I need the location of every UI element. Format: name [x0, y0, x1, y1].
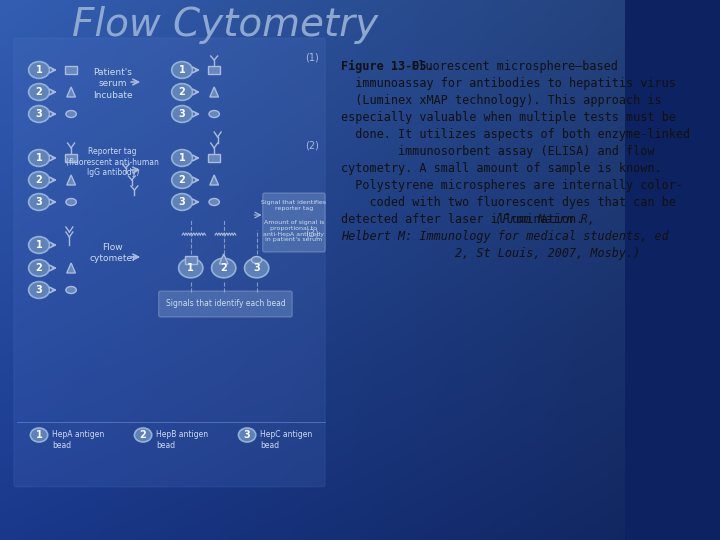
Text: 1: 1: [36, 153, 42, 163]
Text: HepB antigen
bead: HepB antigen bead: [156, 430, 208, 450]
Text: 3: 3: [179, 109, 186, 119]
Text: 3: 3: [36, 285, 42, 295]
Ellipse shape: [171, 194, 192, 211]
Ellipse shape: [238, 428, 256, 442]
Text: Helbert M: Immunology for medical students, ed: Helbert M: Immunology for medical studen…: [341, 230, 668, 243]
Text: Fluorescent microsphere–based: Fluorescent microsphere–based: [397, 60, 618, 73]
Text: (2): (2): [305, 140, 319, 150]
Text: immunoassay for antibodies to hepatitis virus: immunoassay for antibodies to hepatitis …: [341, 77, 675, 90]
Text: 3: 3: [36, 197, 42, 207]
Text: 1: 1: [36, 65, 42, 75]
Polygon shape: [210, 175, 218, 185]
Text: Flow Cytometry: Flow Cytometry: [73, 6, 379, 44]
Text: Signals that identify each bead: Signals that identify each bead: [166, 300, 285, 308]
Text: 1: 1: [179, 65, 186, 75]
Ellipse shape: [171, 62, 192, 78]
Bar: [185, 256, 197, 264]
Text: immunosorbent assay (ELISA) and flow: immunosorbent assay (ELISA) and flow: [341, 145, 654, 158]
Ellipse shape: [29, 62, 50, 78]
Ellipse shape: [66, 287, 76, 294]
Text: Signal that identifies
reporter tag: Signal that identifies reporter tag: [261, 200, 326, 211]
Ellipse shape: [251, 256, 262, 264]
Text: 2: 2: [140, 430, 146, 440]
Text: (From Nairn R,: (From Nairn R,: [488, 213, 595, 226]
Polygon shape: [67, 263, 76, 273]
Ellipse shape: [179, 258, 203, 278]
Polygon shape: [67, 175, 76, 185]
Text: done. It utilizes aspects of both enzyme-linked: done. It utilizes aspects of both enzyme…: [341, 128, 690, 141]
Text: 3: 3: [253, 263, 260, 273]
Bar: [65, 154, 77, 162]
Ellipse shape: [29, 194, 50, 211]
Text: 2: 2: [36, 263, 42, 273]
Text: 1: 1: [36, 430, 42, 440]
Ellipse shape: [29, 237, 50, 253]
Text: HepA antigen
bead: HepA antigen bead: [52, 430, 104, 450]
Bar: [65, 66, 77, 74]
FancyBboxPatch shape: [14, 38, 325, 487]
Text: 3: 3: [244, 430, 251, 440]
FancyBboxPatch shape: [263, 193, 325, 252]
Text: especially valuable when multiple tests must be: especially valuable when multiple tests …: [341, 111, 675, 124]
Text: Patient's
serum: Patient's serum: [94, 68, 132, 87]
FancyBboxPatch shape: [158, 291, 292, 317]
Ellipse shape: [171, 172, 192, 188]
Ellipse shape: [29, 150, 50, 166]
Text: cytometry. A small amount of sample is known.: cytometry. A small amount of sample is k…: [341, 162, 662, 175]
Ellipse shape: [212, 258, 236, 278]
Polygon shape: [220, 254, 228, 264]
Ellipse shape: [245, 258, 269, 278]
Ellipse shape: [66, 199, 76, 206]
Ellipse shape: [29, 84, 50, 100]
Ellipse shape: [66, 111, 76, 118]
Text: 1: 1: [179, 153, 186, 163]
Ellipse shape: [171, 106, 192, 123]
Polygon shape: [67, 87, 76, 97]
Bar: [208, 66, 220, 74]
Text: Incubate: Incubate: [93, 91, 132, 99]
Text: 2: 2: [179, 175, 186, 185]
Text: 3: 3: [36, 109, 42, 119]
Text: 2: 2: [36, 87, 42, 97]
Text: 2: 2: [179, 87, 186, 97]
Text: (3): (3): [305, 228, 319, 238]
Text: (Luminex xMAP technology). This approach is: (Luminex xMAP technology). This approach…: [341, 94, 662, 107]
Text: 3: 3: [179, 197, 186, 207]
Ellipse shape: [29, 106, 50, 123]
Text: 2: 2: [36, 175, 42, 185]
Text: detected after laser illumination.: detected after laser illumination.: [341, 213, 583, 226]
Polygon shape: [210, 87, 218, 97]
Ellipse shape: [29, 281, 50, 299]
Ellipse shape: [171, 150, 192, 166]
Text: Amount of signal is
proportional to
anti-HepA antibody
in patient's serum: Amount of signal is proportional to anti…: [264, 220, 325, 242]
Text: 2: 2: [220, 263, 227, 273]
Ellipse shape: [209, 111, 220, 118]
Bar: [208, 154, 220, 162]
Ellipse shape: [29, 172, 50, 188]
Text: 1: 1: [187, 263, 194, 273]
Ellipse shape: [135, 428, 152, 442]
Ellipse shape: [30, 428, 48, 442]
Text: (1): (1): [305, 52, 319, 62]
Ellipse shape: [171, 84, 192, 100]
Text: coded with two fluorescent dyes that can be: coded with two fluorescent dyes that can…: [341, 196, 675, 209]
Text: Reporter tag
(fluorescent anti-human
IgG antibody): Reporter tag (fluorescent anti-human IgG…: [66, 147, 159, 177]
Text: Figure 13-05.: Figure 13-05.: [341, 60, 433, 73]
Text: Polystyrene microspheres are internally color-: Polystyrene microspheres are internally …: [341, 179, 683, 192]
Text: 2, St Louis, 2007, Mosby.): 2, St Louis, 2007, Mosby.): [341, 247, 640, 260]
Text: HepC antigen
bead: HepC antigen bead: [260, 430, 312, 450]
Text: 1: 1: [36, 240, 42, 250]
Ellipse shape: [209, 199, 220, 206]
Text: Flow
cytometer: Flow cytometer: [89, 244, 136, 262]
Ellipse shape: [29, 260, 50, 276]
